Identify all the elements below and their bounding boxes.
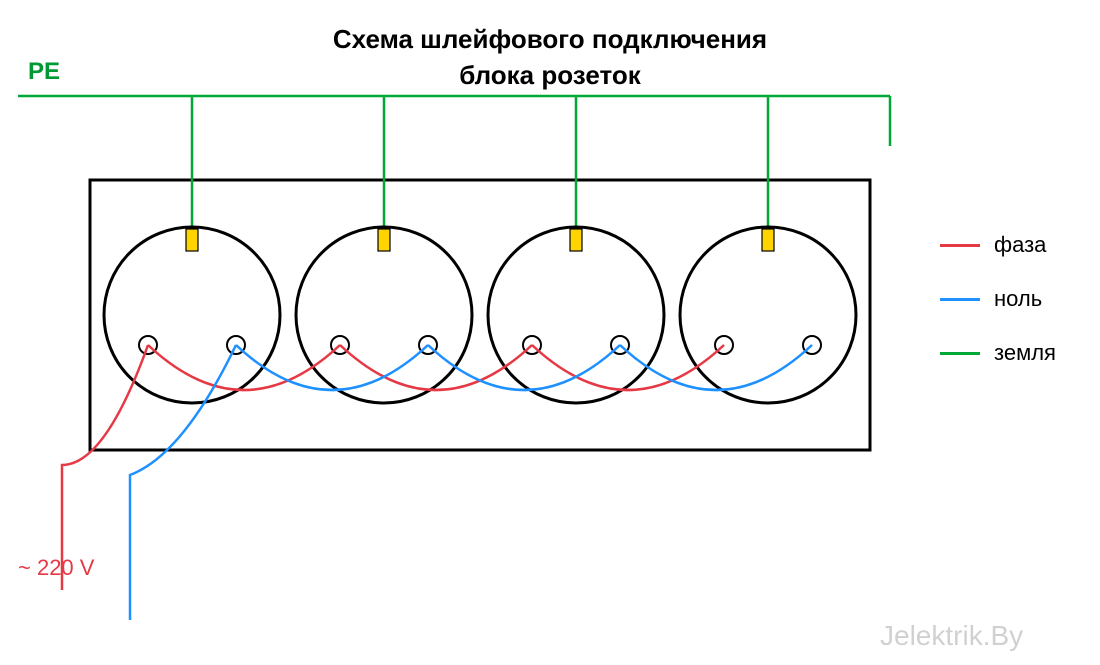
diagram-container: Схема шлейфового подключения блока розет…: [0, 0, 1100, 665]
wiring-svg: [0, 0, 1100, 665]
